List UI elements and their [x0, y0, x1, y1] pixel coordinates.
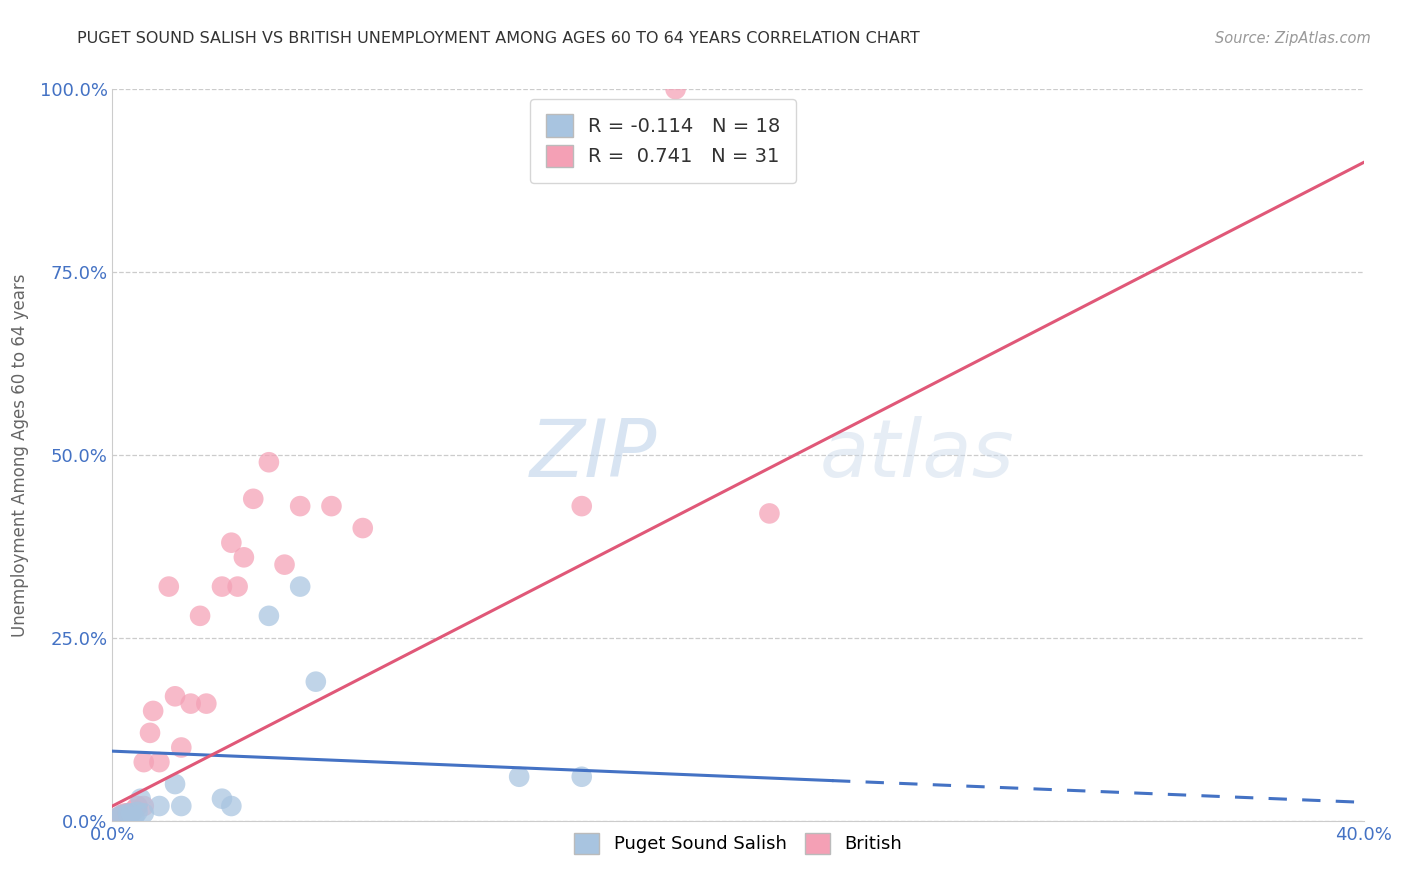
Point	[117, 806, 139, 821]
Point	[132, 799, 155, 814]
Point	[132, 806, 155, 821]
Point	[170, 799, 193, 814]
Point	[571, 499, 593, 513]
Point	[352, 521, 374, 535]
Point	[195, 697, 218, 711]
Point	[257, 455, 280, 469]
Point	[148, 755, 170, 769]
Point	[508, 770, 530, 784]
Point	[664, 82, 686, 96]
Point	[221, 535, 243, 549]
Point	[163, 690, 186, 704]
Point	[290, 499, 312, 513]
Text: PUGET SOUND SALISH VS BRITISH UNEMPLOYMENT AMONG AGES 60 TO 64 YEARS CORRELATION: PUGET SOUND SALISH VS BRITISH UNEMPLOYME…	[77, 31, 920, 46]
Point	[571, 770, 593, 784]
Point	[758, 507, 780, 521]
Point	[188, 608, 211, 623]
Point	[226, 580, 249, 594]
Text: atlas: atlas	[820, 416, 1014, 494]
Point	[157, 580, 180, 594]
Point	[120, 806, 142, 821]
Point	[124, 803, 146, 817]
Point	[111, 807, 134, 822]
Point	[290, 580, 312, 594]
Point	[257, 608, 280, 623]
Point	[127, 799, 149, 814]
Point	[242, 491, 264, 506]
Point	[129, 791, 152, 805]
Point	[107, 810, 129, 824]
Point	[120, 806, 142, 821]
Point	[124, 810, 146, 824]
Point	[114, 806, 136, 821]
Legend: Puget Sound Salish, British: Puget Sound Salish, British	[565, 824, 911, 863]
Text: ZIP: ZIP	[530, 416, 657, 494]
Point	[232, 550, 254, 565]
Point	[148, 799, 170, 814]
Y-axis label: Unemployment Among Ages 60 to 64 years: Unemployment Among Ages 60 to 64 years	[10, 273, 28, 637]
Point	[170, 740, 193, 755]
Point	[127, 805, 149, 819]
Point	[111, 807, 134, 822]
Point	[221, 799, 243, 814]
Text: Source: ZipAtlas.com: Source: ZipAtlas.com	[1215, 31, 1371, 46]
Point	[305, 674, 328, 689]
Point	[142, 704, 165, 718]
Point	[211, 580, 233, 594]
Point	[321, 499, 343, 513]
Point	[117, 806, 139, 821]
Point	[139, 726, 162, 740]
Point	[132, 755, 155, 769]
Point	[273, 558, 295, 572]
Point	[163, 777, 186, 791]
Point	[211, 791, 233, 805]
Point	[107, 810, 129, 824]
Point	[180, 697, 202, 711]
